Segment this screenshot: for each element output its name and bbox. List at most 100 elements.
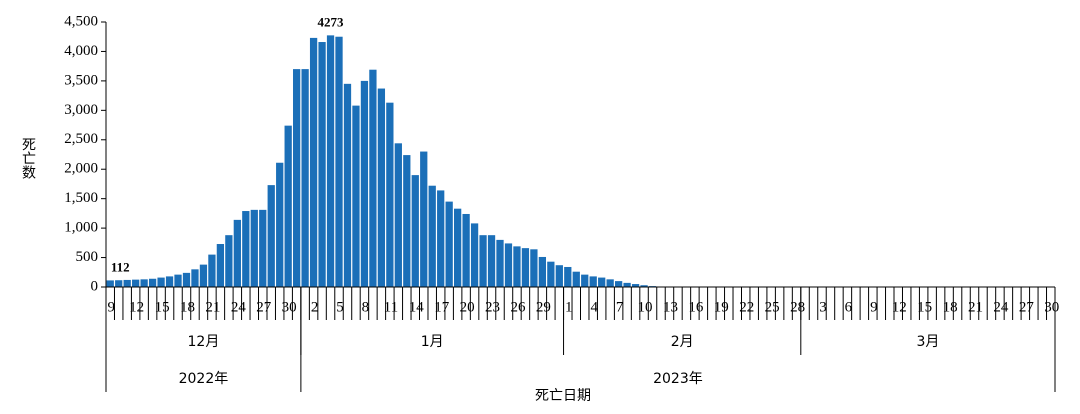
- x-tick-label: 24: [993, 299, 1009, 315]
- bar: [182, 272, 191, 287]
- bar: [462, 213, 470, 287]
- bar: [538, 256, 547, 287]
- year-label: 2023年: [653, 371, 703, 387]
- y-tick-label: 1,000: [64, 220, 98, 236]
- x-tick-label: 24: [231, 299, 247, 315]
- x-tick-label: 15: [155, 299, 170, 315]
- y-tick-label: 3,500: [64, 72, 98, 88]
- bar: [640, 285, 648, 287]
- y-tick-label: 3,000: [64, 102, 98, 118]
- x-tick-label: 20: [460, 299, 475, 315]
- x-tick-label: 14: [409, 299, 425, 315]
- bar: [589, 276, 597, 287]
- bar: [191, 269, 199, 287]
- x-tick-label: 21: [968, 299, 983, 315]
- bar: [343, 83, 352, 287]
- bar: [199, 264, 208, 287]
- bar: [242, 211, 250, 287]
- month-label: 3月: [916, 334, 939, 350]
- bar: [369, 69, 377, 287]
- x-tick-label: 29: [536, 299, 551, 315]
- bar: [284, 125, 292, 288]
- bar: [623, 282, 631, 287]
- bar: [106, 280, 114, 287]
- bar: [309, 37, 318, 288]
- bar: [352, 105, 360, 287]
- bar: [267, 185, 275, 287]
- bar: [293, 69, 301, 287]
- bar: [631, 284, 640, 287]
- bar: [470, 223, 479, 287]
- bar: [411, 175, 419, 287]
- bar: [403, 155, 411, 287]
- year-label: 2022年: [179, 371, 229, 387]
- bar: [360, 80, 369, 287]
- bar: [479, 235, 487, 287]
- bar: [276, 162, 284, 287]
- bar: [225, 235, 233, 287]
- x-tick-label: 15: [917, 299, 932, 315]
- bar: [530, 249, 538, 287]
- y-tick-label: 500: [76, 249, 99, 265]
- bar: [335, 36, 343, 287]
- bar: [445, 201, 453, 287]
- x-tick-label: 3: [819, 299, 827, 315]
- x-tick-label: 23: [485, 299, 500, 315]
- y-tick-label: 0: [91, 278, 99, 294]
- bar: [115, 280, 123, 287]
- x-tick-label: 25: [765, 299, 780, 315]
- x-tick-label: 9: [107, 299, 115, 315]
- y-tick-label: 2,500: [64, 131, 98, 147]
- bar: [487, 235, 496, 287]
- x-tick-label: 19: [714, 299, 729, 315]
- y-tick-label: 1,500: [64, 190, 98, 206]
- bar: [132, 279, 140, 287]
- bar: [148, 278, 157, 287]
- x-tick-label: 12: [129, 299, 144, 315]
- bar: [140, 279, 148, 287]
- x-tick-label: 18: [180, 299, 195, 315]
- x-tick-label: 4: [590, 299, 598, 315]
- x-tick-label: 27: [1019, 299, 1035, 315]
- x-tick-label: 12: [892, 299, 907, 315]
- bar: [572, 271, 580, 287]
- x-tick-label: 8: [362, 299, 370, 315]
- y-tick-label: 2,000: [64, 161, 98, 177]
- bar: [420, 151, 428, 287]
- bar: [377, 88, 386, 288]
- x-tick-label: 30: [282, 299, 297, 315]
- x-tick-label: 27: [256, 299, 272, 315]
- bar: [581, 274, 589, 287]
- x-axis-label: 死亡日期: [535, 388, 591, 404]
- bar: [547, 261, 555, 287]
- bar: [394, 143, 402, 287]
- bar: [521, 248, 530, 287]
- bar: [174, 274, 182, 287]
- bar: [326, 35, 335, 287]
- bar: [165, 276, 174, 287]
- x-tick-label: 6: [845, 299, 853, 315]
- x-tick-label: 7: [616, 299, 624, 315]
- bar: [318, 42, 326, 288]
- data-label: 4273: [318, 14, 345, 29]
- x-tick-label: 2: [311, 299, 319, 315]
- bar: [216, 244, 225, 287]
- x-tick-label: 26: [510, 299, 526, 315]
- bar: [496, 239, 504, 287]
- bar: [428, 185, 436, 287]
- x-tick-label: 9: [870, 299, 878, 315]
- x-tick-label: 16: [688, 299, 704, 315]
- y-tick-label: 4,500: [64, 13, 98, 29]
- y-axis-label: 死亡数: [20, 137, 36, 179]
- bar: [386, 102, 394, 287]
- x-tick-label: 18: [943, 299, 958, 315]
- y-tick-label: 4,000: [64, 43, 98, 59]
- x-tick-label: 21: [205, 299, 220, 315]
- bar: [437, 190, 445, 287]
- x-tick-label: 17: [434, 299, 450, 315]
- month-label: 1月: [421, 334, 444, 350]
- month-label: 12月: [188, 334, 220, 350]
- bar: [513, 246, 521, 287]
- x-tick-label: 30: [1044, 299, 1059, 315]
